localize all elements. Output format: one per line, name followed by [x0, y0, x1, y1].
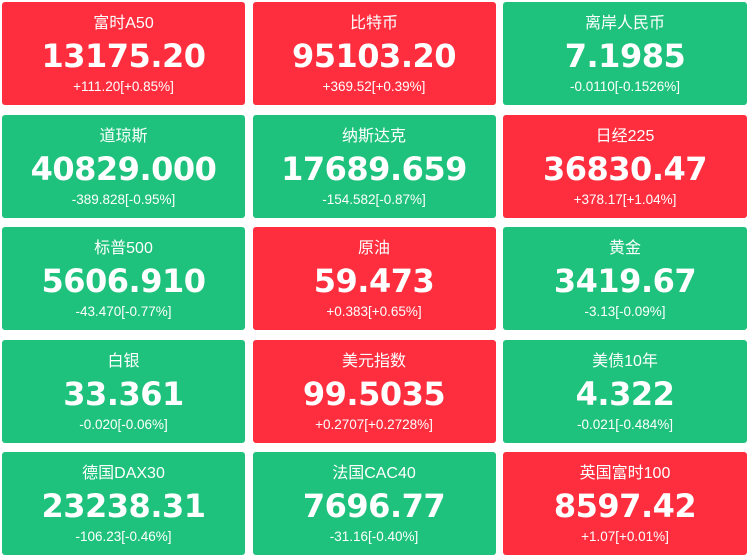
- quote-value: 5606.910: [41, 262, 206, 300]
- quote-card[interactable]: 富时A50 13175.20 +111.20[+0.85%]: [2, 2, 245, 105]
- quote-value: 33.361: [63, 374, 184, 413]
- quote-value: 7.1985: [564, 37, 686, 75]
- quote-value: 3419.67: [553, 262, 697, 300]
- quote-change: -31.16[-0.40%]: [329, 529, 419, 544]
- quote-name: 道琼斯: [99, 127, 148, 145]
- quote-name: 美元指数: [341, 352, 406, 370]
- quote-card[interactable]: 纳斯达克 17689.659 -154.582[-0.87%]: [252, 114, 496, 218]
- quote-card[interactable]: 离岸人民币 7.1985 -0.0110[-0.1526%]: [503, 2, 747, 105]
- quote-card[interactable]: 比特币 95103.20 +369.52[+0.39%]: [252, 2, 496, 105]
- quote-name: 英国富时100: [579, 465, 671, 482]
- quote-value: 4.322: [575, 374, 675, 413]
- quote-value: 59.473: [313, 262, 435, 300]
- quote-change: -106.23[-0.46%]: [75, 529, 172, 544]
- quote-card[interactable]: 美元指数 99.5035 +0.2707[+0.2728%]: [252, 339, 496, 443]
- quote-change: +378.17[+1.04%]: [573, 191, 677, 207]
- quote-card[interactable]: 标普500 5606.910 -43.470[-0.77%]: [2, 227, 245, 330]
- quote-card[interactable]: 英国富时100 8597.42 +1.07[+0.01%]: [503, 452, 747, 555]
- quote-value: 8597.42: [553, 487, 697, 525]
- quote-change: +1.07[+0.01%]: [581, 529, 669, 544]
- quote-name: 日经225: [595, 127, 655, 145]
- quote-card[interactable]: 美债10年 4.322 -0.021[-0.484%]: [503, 339, 747, 443]
- quote-name: 黄金: [608, 240, 641, 257]
- quote-value: 17689.659: [281, 149, 467, 188]
- quote-change: -0.021[-0.484%]: [576, 416, 674, 432]
- quote-change: +0.383[+0.65%]: [326, 304, 422, 319]
- quote-change: -389.828[-0.95%]: [71, 191, 176, 207]
- quote-change: -43.470[-0.77%]: [75, 304, 172, 319]
- quote-value: 23238.31: [41, 487, 206, 525]
- quote-card[interactable]: 原油 59.473 +0.383[+0.65%]: [252, 227, 496, 330]
- quote-value: 40829.000: [30, 149, 217, 188]
- quote-name: 白银: [107, 352, 140, 370]
- quote-value: 36830.47: [542, 149, 708, 188]
- quote-change: -154.582[-0.87%]: [322, 191, 426, 207]
- quote-card[interactable]: 黄金 3419.67 -3.13[-0.09%]: [503, 227, 747, 330]
- quote-change: +369.52[+0.39%]: [322, 79, 426, 94]
- quote-card[interactable]: 日经225 36830.47 +378.17[+1.04%]: [503, 114, 747, 218]
- quote-name: 原油: [357, 240, 390, 257]
- quote-name: 富时A50: [93, 15, 154, 32]
- quote-name: 法国CAC40: [332, 465, 416, 482]
- quote-value: 13175.20: [41, 37, 206, 75]
- quote-change: +111.20[+0.85%]: [73, 79, 174, 94]
- quote-card[interactable]: 道琼斯 40829.000 -389.828[-0.95%]: [2, 114, 245, 218]
- quote-value: 99.5035: [302, 374, 446, 413]
- quote-change: +0.2707[+0.2728%]: [315, 416, 433, 432]
- quote-card[interactable]: 白银 33.361 -0.020[-0.06%]: [2, 339, 245, 443]
- quote-name: 美债10年: [592, 352, 658, 370]
- quote-name: 离岸人民币: [584, 15, 665, 32]
- quote-card[interactable]: 法国CAC40 7696.77 -31.16[-0.40%]: [252, 452, 496, 555]
- quote-name: 比特币: [349, 15, 398, 32]
- quote-name: 德国DAX30: [82, 465, 165, 482]
- quote-value: 95103.20: [291, 37, 457, 75]
- quote-change: -0.020[-0.06%]: [79, 416, 168, 432]
- quote-card[interactable]: 德国DAX30 23238.31 -106.23[-0.46%]: [2, 452, 245, 555]
- quote-name: 纳斯达克: [341, 127, 406, 145]
- quote-value: 7696.77: [302, 487, 446, 525]
- quote-change: -3.13[-0.09%]: [584, 304, 666, 319]
- quote-name: 标普500: [94, 240, 153, 257]
- quote-change: -0.0110[-0.1526%]: [569, 79, 681, 94]
